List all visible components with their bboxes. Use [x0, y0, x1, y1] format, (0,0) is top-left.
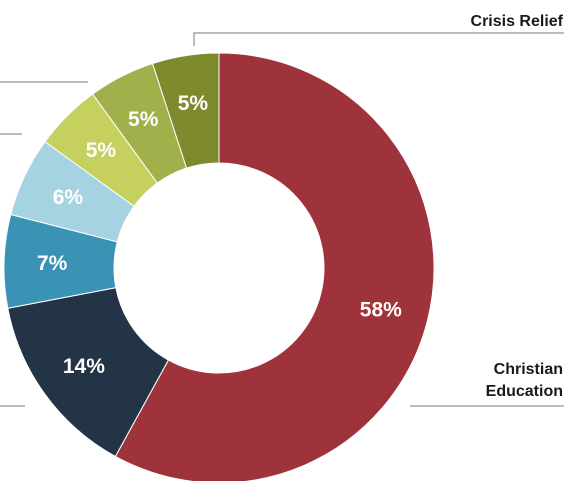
slice-value-label-slice-2: 14%	[63, 355, 105, 378]
donut-slices	[3, 52, 435, 481]
slice-value-label-slice-4: 6%	[53, 186, 84, 209]
leader-lines	[0, 32, 564, 407]
leader-line-crisis-relief	[193, 32, 564, 46]
donut-slice-christian-education	[114, 52, 435, 481]
slice-value-labels: 58% 14% 7% 6% 5% 5% 5%	[37, 92, 402, 378]
slice-value-label-crisis-relief: 5%	[178, 92, 209, 115]
slice-value-label-slice-6: 5%	[128, 108, 159, 131]
callout-crisis-relief: Crisis Relief	[471, 13, 564, 30]
donut-slice-crisis-relief	[151, 52, 220, 169]
donut-slice-slice-2	[7, 287, 170, 458]
slice-value-label-christian-education: 58%	[360, 299, 402, 322]
callout-christian-education-line1: Christian	[494, 361, 563, 378]
slice-value-label-slice-5: 5%	[86, 139, 117, 162]
callout-christian-education-line2: Education	[486, 383, 563, 400]
slice-value-label-slice-3: 7%	[37, 252, 68, 275]
